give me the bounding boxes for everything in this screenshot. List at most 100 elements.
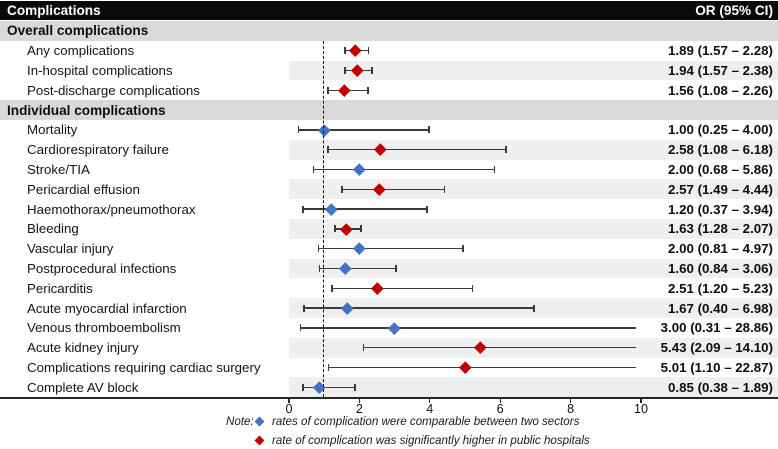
forest-row: Complete AV block 0.85 (0.38 – 1.89) (0, 377, 778, 398)
forest-row: Complications requiring cardiac surgery 5… (0, 358, 778, 378)
ci-bar (318, 267, 397, 270)
ci-cap-low (312, 165, 315, 173)
or-marker-diamond (349, 44, 362, 57)
note-blue-text: rates of complication were comparable be… (272, 415, 580, 428)
or-marker-diamond (459, 361, 472, 374)
ci-cap-low (302, 205, 304, 213)
x-axis-tick-label: 10 (633, 402, 649, 417)
ci-cap-low (344, 47, 346, 55)
ci-cap-low (327, 363, 330, 371)
ci-cap-high (462, 245, 464, 253)
ci-cap-high (493, 165, 496, 173)
or-value: 2.00 (0.81 – 4.97) (668, 241, 773, 257)
ci-bar (297, 129, 430, 131)
or-value: 1.60 (0.84 – 3.06) (668, 260, 773, 276)
forest-row: Venous thromboembolism 3.00 (0.31 – 28.86… (0, 318, 778, 338)
forest-row: Post-discharge complications 1.56 (1.08 –… (0, 80, 778, 100)
ci-cap-low (297, 126, 300, 134)
row-shading-band (289, 139, 778, 160)
row-label: Bleeding (27, 221, 79, 237)
x-axis-tick (429, 398, 431, 403)
ci-cap-low (344, 66, 346, 74)
forest-row: Postprocedural infections 1.60 (0.84 – 3.… (0, 258, 778, 279)
ci-cap-low (302, 383, 304, 391)
row-shading-band (289, 377, 778, 398)
or-value: 2.57 (1.49 – 4.44) (668, 181, 773, 197)
or-value: 1.00 (0.25 – 4.00) (668, 122, 773, 138)
ci-cap-high (533, 304, 535, 312)
ci-cap-low (303, 304, 305, 312)
or-marker-diamond (388, 321, 401, 334)
or-marker-diamond (325, 203, 338, 216)
ci-bar (312, 168, 496, 171)
ci-cap-high (367, 47, 370, 55)
ci-bar (302, 386, 356, 389)
forest-row: Vascular injury 2.00 (0.81 – 4.97) (0, 239, 778, 259)
row-label: Postprocedural infections (27, 260, 177, 276)
x-axis-tick-label: 2 (355, 402, 363, 417)
row-label: Pericardial effusion (27, 181, 140, 197)
or-value: 1.67 (0.40 – 6.98) (668, 300, 773, 316)
chart-title: Complications (7, 3, 101, 18)
section-header-row: Overall complications (0, 21, 778, 41)
ci-cap-high (395, 264, 397, 272)
note-line-significant: rate of complication was significantly h… (226, 434, 590, 447)
ci-cap-low (327, 146, 329, 154)
ci-cap-low (331, 284, 333, 292)
x-axis-tick-label: 6 (496, 402, 504, 417)
blue-diamond-legend-icon (254, 416, 265, 427)
row-label: Acute kidney injury (27, 340, 139, 356)
ci-cap-low (341, 185, 343, 193)
or-value: 2.00 (0.68 – 5.86) (668, 161, 773, 177)
ci-bar (317, 247, 464, 250)
title-bar: Complications OR (95% CI) (0, 1, 778, 20)
row-shading-band (289, 219, 778, 239)
ci-cap-high (443, 185, 446, 193)
x-axis-tick (569, 398, 572, 403)
ci-cap-high (505, 146, 507, 154)
or-column-header: OR (95% CI) (695, 3, 773, 18)
forest-row: Bleeding 1.63 (1.28 – 2.07) (0, 219, 778, 239)
ci-cap-high (367, 86, 369, 94)
row-label: Any complications (27, 43, 135, 59)
ci-cap-low (327, 86, 329, 94)
forest-row: Pericardial effusion 2.57 (1.49 – 4.44) (0, 179, 778, 200)
ci-bar (302, 208, 428, 210)
or-value: 5.01 (1.10 – 22.87) (660, 359, 773, 375)
ci-cap-high (426, 205, 428, 213)
red-diamond-legend-icon (254, 435, 265, 446)
forest-row: Acute myocardial infarction 1.67 (0.40 – … (0, 298, 778, 318)
x-axis-tick-label: 8 (567, 402, 575, 417)
note-prefix: Note: (226, 415, 254, 428)
or-value: 2.51 (1.20 – 5.23) (668, 280, 773, 296)
ci-bar (327, 366, 636, 369)
row-label: Post-discharge complications (27, 82, 200, 98)
or-marker-diamond (337, 84, 350, 97)
x-axis-tick-label: 4 (426, 402, 434, 417)
x-axis-tick-label: 0 (285, 402, 293, 417)
or-marker-diamond (371, 282, 384, 295)
x-axis-tick (640, 398, 642, 403)
or-value: 5.43 (2.09 – 14.10) (660, 340, 773, 356)
forest-row: Any complications 1.89 (1.57 – 2.28) (0, 41, 778, 61)
section-header-row: Individual complications (0, 100, 778, 120)
section-title: Overall complications (7, 23, 149, 39)
or-marker-diamond (353, 163, 366, 176)
row-shading-band (289, 258, 778, 279)
ci-cap-high (371, 66, 373, 74)
or-value: 1.94 (1.57 – 2.38) (668, 62, 773, 78)
ci-bar (327, 148, 507, 151)
row-label: In-hospital complications (27, 62, 173, 78)
forest-row: Haemothorax/pneumothorax 1.20 (0.37 – 3.9… (0, 199, 778, 219)
x-axis-tick (358, 398, 361, 403)
forest-row: Cardiorespiratory failure 2.58 (1.08 – 6.… (0, 139, 778, 160)
ci-cap-high (354, 383, 356, 391)
or-value: 1.20 (0.37 – 3.94) (668, 201, 773, 217)
ci-bar (303, 307, 535, 309)
ci-bar (341, 188, 446, 191)
ci-cap-high (428, 126, 430, 134)
row-label: Complete AV block (27, 379, 139, 395)
row-shading-band (289, 60, 778, 81)
row-label: Pericarditis (27, 280, 93, 296)
